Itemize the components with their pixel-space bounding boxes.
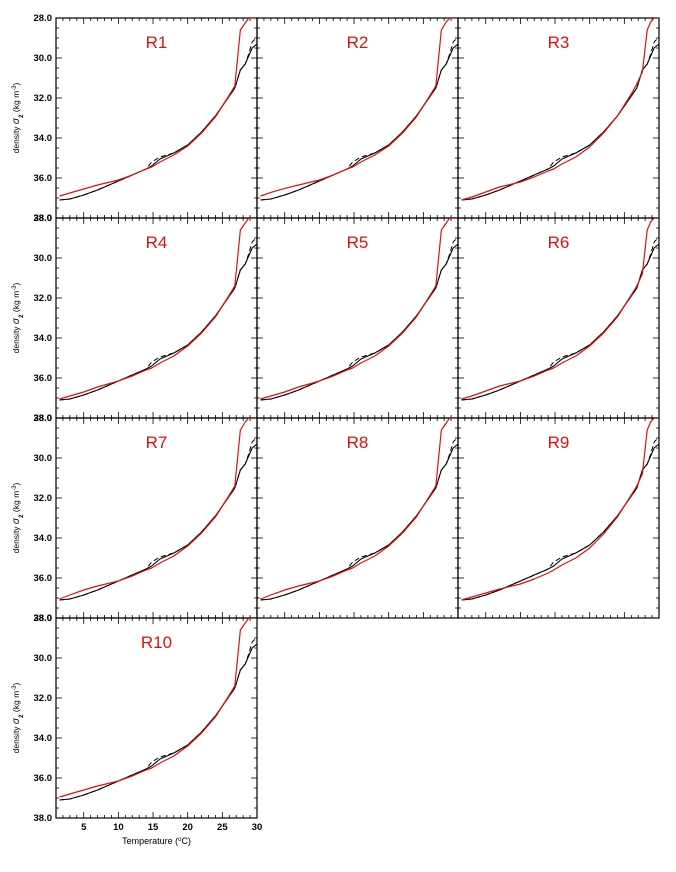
x-tick-label: 5	[81, 822, 87, 833]
panel-title: R4	[146, 233, 168, 252]
panel-r6: R6	[457, 217, 660, 419]
series-line-3	[59, 618, 257, 798]
panel-lines	[59, 418, 257, 601]
y-tick-label: 34.0	[34, 133, 53, 144]
y-tick-label: 34.0	[34, 333, 53, 344]
y-tick-label: 32.0	[34, 93, 53, 104]
series-line-3	[59, 18, 257, 197]
series-line-1	[59, 43, 257, 201]
y-tick-label: 34.0	[34, 533, 53, 544]
panel-r7: 28.0 30.0 32.0 34.0 36.0 38.0 density σ2 (kg m…	[11, 413, 258, 624]
panel-r5: R5	[256, 217, 459, 419]
y-tick-label: 28.0	[34, 613, 53, 624]
panel-title: R2	[347, 33, 369, 52]
series-line-2	[59, 436, 257, 601]
y-tick-label: 32.0	[34, 293, 53, 304]
series-line-3	[260, 218, 458, 400]
series-line-3	[260, 18, 458, 197]
y-tick-label: 38.0	[34, 813, 53, 824]
series-line-2	[260, 36, 458, 201]
x-tick-label: 15	[148, 822, 159, 833]
y-tick-label: 38.0	[34, 213, 53, 224]
series-line-1	[59, 243, 257, 401]
panel-title: R9	[548, 433, 570, 452]
panel-lines	[461, 418, 659, 601]
series-line-3	[461, 418, 659, 601]
panel-r3: R3	[457, 17, 660, 219]
y-tick-label: 36.0	[34, 573, 53, 584]
panel-lines	[461, 218, 659, 401]
panel-lines	[260, 218, 458, 401]
y-axis-label: density σ2 (kg m-3)	[11, 682, 25, 753]
panel-r4: 28.0 30.0 32.0 34.0 36.0 38.0 density σ2 (kg m…	[11, 213, 258, 424]
x-tick-label: 20	[182, 822, 193, 833]
series-line-1	[59, 443, 257, 601]
series-line-2	[461, 36, 659, 201]
series-line-2	[260, 436, 458, 601]
panel-r1: 28.0 30.0 32.0 34.0 36.0 38.0 density σ2 (kg m…	[11, 13, 258, 224]
panel-title: R5	[347, 233, 369, 252]
y-tick-label: 32.0	[34, 693, 53, 704]
y-tick-label: 38.0	[34, 413, 53, 424]
y-tick-label: 38.0	[34, 613, 53, 624]
series-line-1	[260, 243, 458, 401]
y-tick-label: 30.0	[34, 653, 53, 664]
y-axis-label: density σ2 (kg m-3)	[11, 282, 25, 353]
series-line-1	[59, 643, 257, 801]
y-tick-label: 32.0	[34, 493, 53, 504]
panel-r9: R9	[457, 417, 660, 619]
x-tick-label: 10	[113, 822, 124, 833]
panel-title: R1	[146, 33, 168, 52]
y-tick-label: 28.0	[34, 213, 53, 224]
series-line-1	[461, 243, 659, 401]
panel-lines	[59, 18, 257, 201]
panel-r8: R8	[256, 417, 459, 619]
series-line-2	[59, 636, 257, 801]
y-tick-label: 30.0	[34, 253, 53, 264]
series-line-2	[59, 36, 257, 201]
y-axis-label: density σ2 (kg m-3)	[11, 82, 25, 153]
panel-title: R10	[141, 633, 172, 652]
x-tick-label: 25	[217, 822, 228, 833]
panel-title: R6	[548, 233, 570, 252]
y-tick-label: 28.0	[34, 413, 53, 424]
x-tick-label: 30	[252, 822, 263, 833]
panel-lines	[59, 618, 257, 801]
panel-title: R7	[146, 433, 168, 452]
y-tick-label: 36.0	[34, 773, 53, 784]
series-line-3	[59, 418, 257, 600]
series-line-3	[260, 418, 458, 600]
y-tick-label: 34.0	[34, 733, 53, 744]
panel-lines	[260, 418, 458, 601]
series-line-1	[260, 443, 458, 601]
series-line-2	[461, 436, 659, 601]
y-axis-label: density σ2 (kg m-3)	[11, 482, 25, 553]
series-line-2	[260, 236, 458, 401]
panel-lines	[461, 18, 659, 201]
panel-r10: 28.0 30.0 32.0 34.0 36.0 38.0 density σ2 (kg m…	[11, 613, 262, 846]
series-line-1	[461, 443, 659, 601]
panel-title: R8	[347, 433, 369, 452]
y-tick-label: 30.0	[34, 53, 53, 64]
panel-lines	[260, 18, 458, 201]
panel-lines	[59, 218, 257, 401]
series-line-1	[461, 43, 659, 201]
y-tick-label: 28.0	[34, 13, 53, 24]
panel-title: R3	[548, 33, 570, 52]
series-line-3	[461, 218, 659, 400]
x-axis-label: Temperature (oC)	[122, 836, 191, 846]
y-tick-label: 36.0	[34, 173, 53, 184]
y-tick-label: 36.0	[34, 373, 53, 384]
y-tick-label: 30.0	[34, 453, 53, 464]
series-line-2	[59, 236, 257, 401]
series-line-2	[461, 236, 659, 401]
series-line-3	[59, 218, 257, 400]
panel-r2: R2	[256, 17, 459, 219]
series-line-3	[461, 18, 659, 201]
series-line-1	[260, 43, 458, 201]
